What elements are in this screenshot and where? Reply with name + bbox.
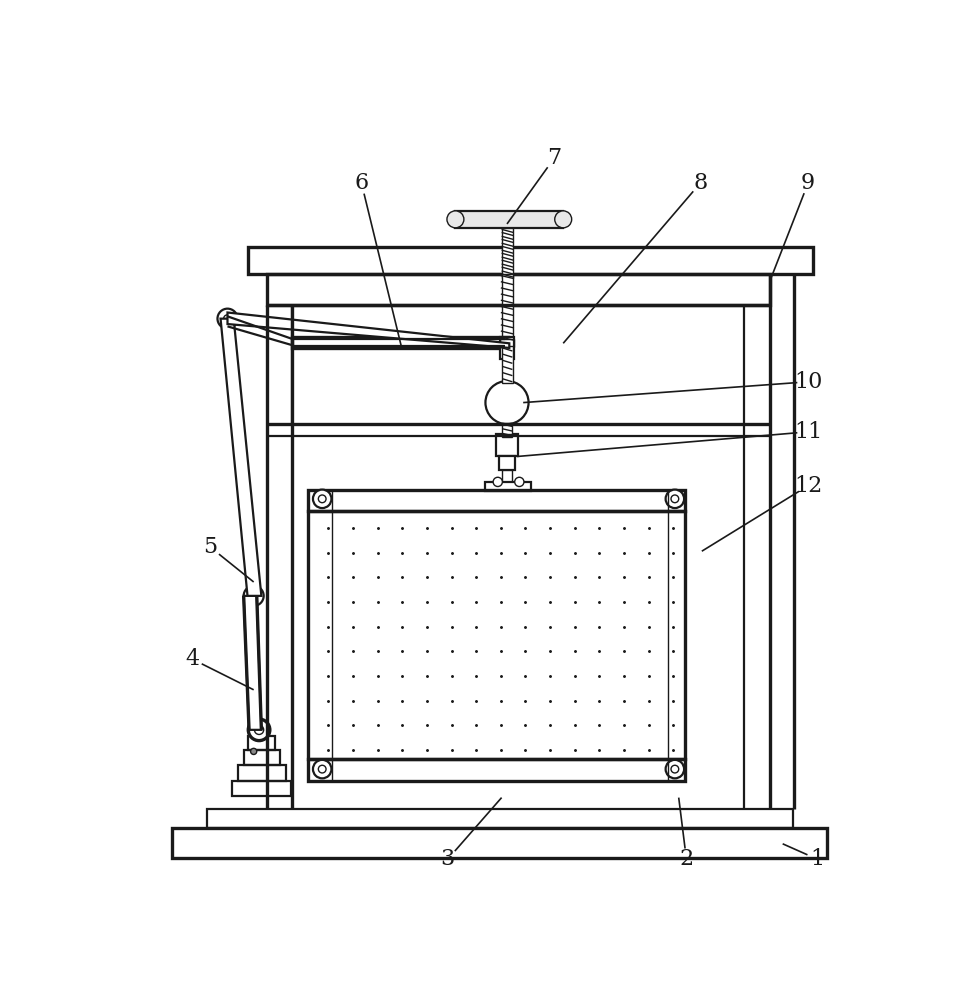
Bar — [502, 423, 512, 437]
Text: 7: 7 — [547, 147, 561, 169]
Text: 1: 1 — [810, 848, 825, 870]
Text: 2: 2 — [680, 848, 693, 870]
Circle shape — [493, 477, 502, 487]
Circle shape — [254, 725, 263, 734]
Bar — [501, 274, 513, 343]
Bar — [455, 211, 564, 228]
Polygon shape — [227, 312, 509, 348]
Text: 9: 9 — [801, 172, 815, 194]
Circle shape — [251, 748, 256, 754]
Circle shape — [671, 495, 679, 503]
Circle shape — [555, 211, 571, 228]
Circle shape — [319, 495, 326, 503]
Circle shape — [515, 477, 524, 487]
Circle shape — [666, 760, 684, 778]
Bar — [238, 765, 286, 781]
Bar — [307, 490, 684, 511]
Text: 6: 6 — [354, 172, 369, 194]
Circle shape — [319, 765, 326, 773]
Text: 12: 12 — [794, 475, 822, 497]
Bar — [267, 274, 769, 305]
Bar — [232, 781, 291, 796]
Bar — [307, 511, 684, 759]
Circle shape — [250, 592, 257, 600]
Circle shape — [223, 315, 231, 323]
Bar — [501, 470, 513, 490]
Text: 11: 11 — [794, 421, 822, 443]
Bar — [496, 434, 518, 456]
Bar — [208, 809, 793, 828]
Circle shape — [249, 719, 270, 741]
Circle shape — [313, 490, 332, 508]
Circle shape — [244, 586, 263, 606]
Bar — [499, 456, 515, 470]
Polygon shape — [244, 596, 261, 730]
Circle shape — [486, 381, 528, 424]
Bar — [248, 736, 275, 750]
Polygon shape — [220, 319, 261, 596]
Bar — [172, 828, 827, 858]
Circle shape — [313, 760, 332, 778]
Bar — [292, 337, 508, 348]
Bar — [500, 337, 514, 359]
Bar — [502, 346, 513, 383]
Bar — [307, 759, 684, 781]
Circle shape — [666, 490, 684, 508]
Bar — [485, 482, 530, 491]
Text: 8: 8 — [693, 172, 708, 194]
Text: 4: 4 — [185, 648, 199, 670]
Circle shape — [671, 765, 679, 773]
Circle shape — [217, 309, 238, 329]
Text: 3: 3 — [441, 848, 454, 870]
Bar — [501, 228, 513, 278]
Text: 10: 10 — [794, 371, 822, 393]
Bar — [248, 247, 813, 274]
Bar — [500, 339, 514, 347]
Text: 5: 5 — [204, 536, 217, 558]
Bar — [245, 750, 280, 765]
Circle shape — [447, 211, 464, 228]
